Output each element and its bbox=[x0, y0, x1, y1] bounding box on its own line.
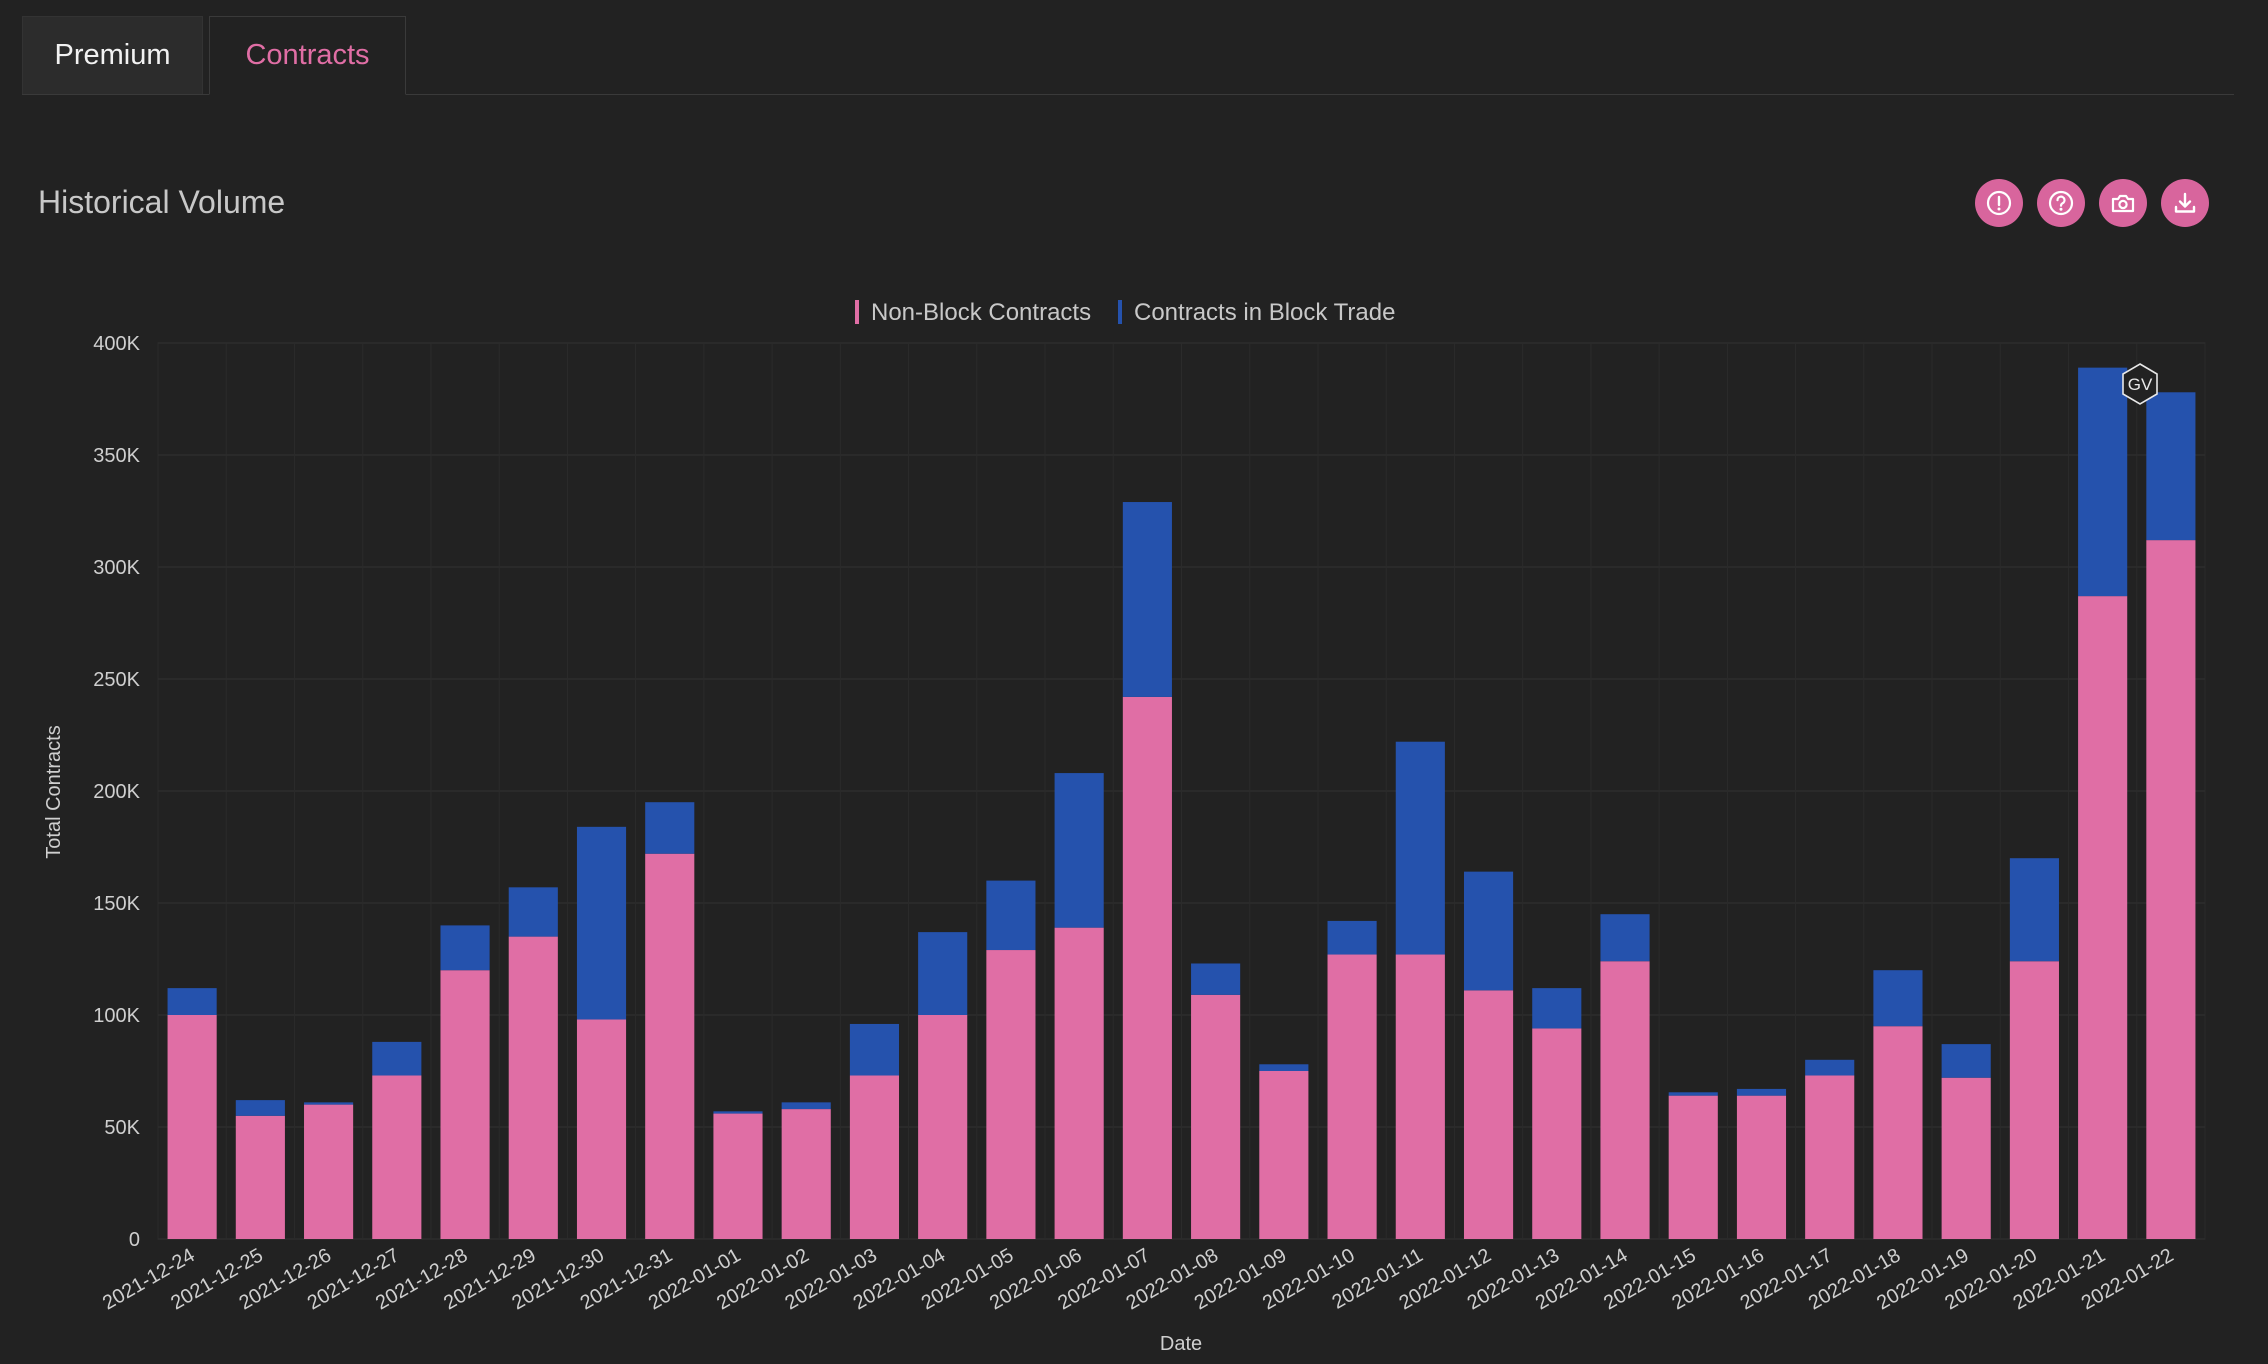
y-axis-title: Total Contracts bbox=[43, 725, 65, 858]
bar-block-trade[interactable] bbox=[1736, 1088, 1787, 1096]
bar-block-trade[interactable] bbox=[304, 1102, 354, 1105]
legend-swatch-non-block bbox=[855, 300, 859, 324]
y-tick-label: 400K bbox=[93, 333, 140, 355]
bar-non-block[interactable] bbox=[1191, 994, 1241, 1239]
bar-block-trade[interactable] bbox=[1873, 970, 1923, 1027]
bar-block-trade[interactable] bbox=[1327, 920, 1377, 955]
bar-non-block[interactable] bbox=[918, 1015, 968, 1239]
legend-swatch-block bbox=[1118, 300, 1122, 324]
bar-block-trade[interactable] bbox=[849, 1023, 900, 1076]
bar-block-trade[interactable] bbox=[645, 802, 695, 854]
bar-non-block[interactable] bbox=[304, 1104, 354, 1239]
legend-label-non-block[interactable]: Non-Block Contracts bbox=[871, 299, 1091, 326]
y-tick-label: 0 bbox=[129, 1229, 140, 1251]
help-icon bbox=[2048, 190, 2074, 216]
bar-block-trade[interactable] bbox=[1054, 773, 1104, 928]
bar-non-block[interactable] bbox=[508, 936, 558, 1239]
tab-premium[interactable]: Premium bbox=[22, 16, 203, 94]
bar-non-block[interactable] bbox=[2146, 540, 2196, 1239]
bar-non-block[interactable] bbox=[440, 970, 490, 1239]
alert-icon bbox=[1986, 190, 2012, 216]
bar-non-block[interactable] bbox=[1395, 954, 1445, 1239]
bar-non-block[interactable] bbox=[1600, 961, 1650, 1239]
bar-block-trade[interactable] bbox=[1668, 1092, 1718, 1096]
bar-block-trade[interactable] bbox=[508, 887, 558, 937]
bar-block-trade[interactable] bbox=[1259, 1064, 1309, 1071]
tab-contracts[interactable]: Contracts bbox=[209, 16, 406, 95]
bar-non-block[interactable] bbox=[167, 1015, 217, 1239]
bar-block-trade[interactable] bbox=[576, 826, 627, 1020]
bar-non-block[interactable] bbox=[1873, 1026, 1923, 1239]
y-tick-label: 200K bbox=[93, 781, 140, 803]
bar-block-trade[interactable] bbox=[235, 1100, 285, 1116]
bar-block-trade[interactable] bbox=[1191, 963, 1241, 995]
chart-bars bbox=[167, 367, 2196, 1239]
bar-non-block[interactable] bbox=[1259, 1071, 1309, 1239]
bar-block-trade[interactable] bbox=[440, 925, 490, 971]
y-axis-ticks: 0 50K 100K 150K 200K 250K 300K 350K 400K bbox=[93, 333, 140, 1251]
bar-block-trade[interactable] bbox=[918, 932, 968, 1015]
bar-non-block[interactable] bbox=[781, 1109, 831, 1239]
bar-non-block[interactable] bbox=[235, 1115, 285, 1239]
chart-legend: Non-Block Contracts Contracts in Block T… bbox=[855, 299, 1395, 326]
bar-block-trade[interactable] bbox=[1395, 741, 1445, 955]
bar-block-trade[interactable] bbox=[1805, 1059, 1855, 1076]
bar-block-trade[interactable] bbox=[986, 880, 1036, 951]
alert-button[interactable] bbox=[1975, 179, 2023, 227]
tab-bar: Premium Contracts bbox=[22, 16, 2234, 95]
bar-block-trade[interactable] bbox=[1600, 914, 1650, 962]
bar-block-trade[interactable] bbox=[372, 1041, 422, 1076]
bar-block-trade[interactable] bbox=[1463, 871, 1514, 991]
help-button[interactable] bbox=[2037, 179, 2085, 227]
bar-block-trade[interactable] bbox=[1122, 502, 1172, 697]
bar-non-block[interactable] bbox=[713, 1113, 763, 1239]
bar-block-trade[interactable] bbox=[1941, 1044, 1991, 1078]
bar-block-trade[interactable] bbox=[2146, 392, 2196, 541]
bar-non-block[interactable] bbox=[372, 1075, 422, 1239]
gv-badge: GV bbox=[2122, 363, 2158, 405]
bar-non-block[interactable] bbox=[2009, 961, 2059, 1239]
bar-block-trade[interactable] bbox=[1532, 988, 1582, 1029]
bar-non-block[interactable] bbox=[1736, 1095, 1787, 1239]
legend-label-block[interactable]: Contracts in Block Trade bbox=[1134, 299, 1395, 326]
y-tick-label: 350K bbox=[93, 445, 140, 467]
historical-volume-chart: Non-Block Contracts Contracts in Block T… bbox=[43, 299, 2206, 1355]
bar-non-block[interactable] bbox=[1327, 954, 1377, 1239]
panel-title: Historical Volume bbox=[38, 184, 286, 220]
screenshot-button[interactable] bbox=[2099, 179, 2147, 227]
y-tick-label: 50K bbox=[104, 1117, 140, 1139]
bar-non-block[interactable] bbox=[576, 1019, 627, 1239]
download-button[interactable] bbox=[2161, 179, 2209, 227]
bar-non-block[interactable] bbox=[1054, 927, 1104, 1239]
bar-non-block[interactable] bbox=[1941, 1077, 1991, 1239]
bar-non-block[interactable] bbox=[1122, 696, 1172, 1239]
y-tick-label: 250K bbox=[93, 669, 140, 691]
bar-block-trade[interactable] bbox=[713, 1111, 763, 1114]
download-icon bbox=[2174, 192, 2196, 213]
y-tick-label: 150K bbox=[93, 893, 140, 915]
bar-block-trade[interactable] bbox=[781, 1102, 831, 1110]
bar-non-block[interactable] bbox=[1532, 1028, 1582, 1239]
bar-block-trade[interactable] bbox=[2078, 367, 2128, 597]
gv-badge-label: GV bbox=[2128, 375, 2153, 394]
x-axis-title: Date bbox=[1160, 1333, 1202, 1355]
y-tick-label: 100K bbox=[93, 1005, 140, 1027]
y-tick-label: 300K bbox=[93, 557, 140, 579]
bar-block-trade[interactable] bbox=[2009, 858, 2059, 962]
bar-non-block[interactable] bbox=[1668, 1095, 1718, 1239]
bar-non-block[interactable] bbox=[986, 950, 1036, 1239]
bar-block-trade[interactable] bbox=[167, 988, 217, 1015]
camera-icon bbox=[2111, 194, 2135, 213]
bar-non-block[interactable] bbox=[849, 1075, 900, 1239]
bar-non-block[interactable] bbox=[2078, 596, 2128, 1239]
chart-grid bbox=[157, 342, 2206, 1240]
bar-non-block[interactable] bbox=[645, 853, 695, 1239]
gv-badge-hexagon bbox=[2122, 363, 2158, 405]
bar-non-block[interactable] bbox=[1805, 1075, 1855, 1239]
x-axis-ticks: 2021-12-242021-12-252021-12-262021-12-27… bbox=[99, 1244, 2177, 1314]
bar-non-block[interactable] bbox=[1463, 990, 1514, 1239]
